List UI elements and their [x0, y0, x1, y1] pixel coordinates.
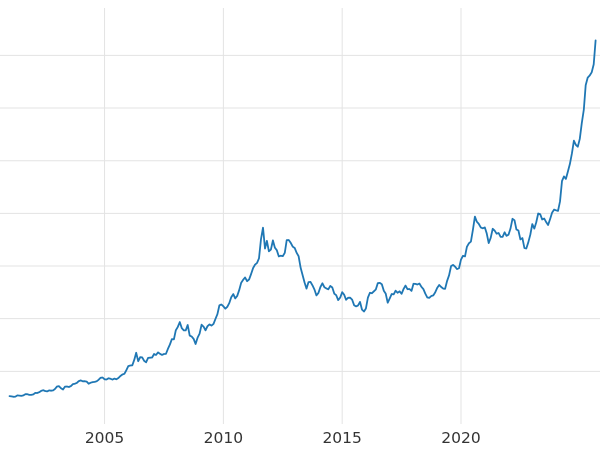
x-tick-label: 2005 [85, 429, 124, 447]
x-tick-label: 2010 [204, 429, 243, 447]
data-line-value [8, 39, 597, 398]
x-tick-label: 2015 [322, 429, 361, 447]
x-tick-label: 2020 [441, 429, 480, 447]
